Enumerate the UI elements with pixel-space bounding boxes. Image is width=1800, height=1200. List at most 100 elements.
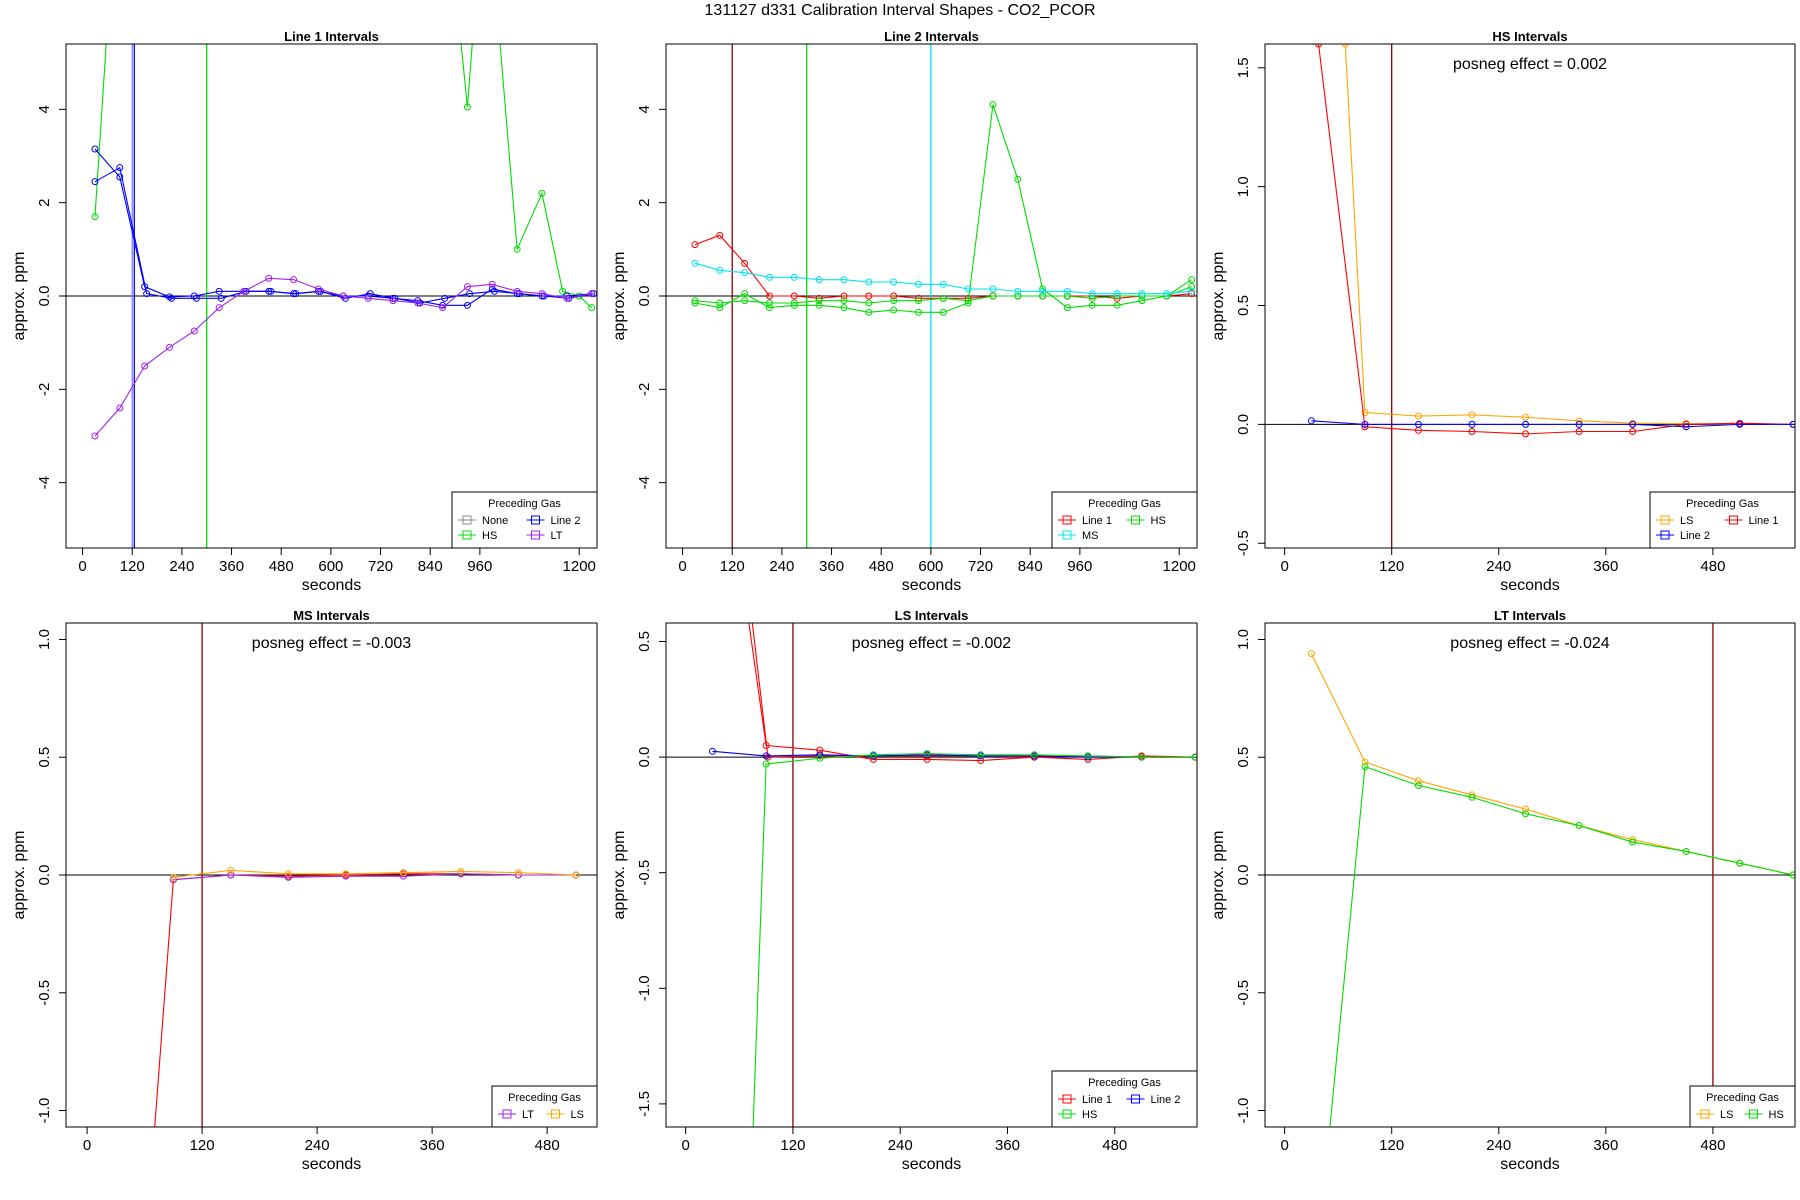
data-point <box>341 294 349 302</box>
x-tick-label: 0 <box>78 558 86 575</box>
data-point <box>1575 417 1583 425</box>
data-point <box>923 750 931 758</box>
data-point <box>514 869 522 877</box>
data-point <box>1522 413 1530 421</box>
x-tick-label: 960 <box>1067 558 1092 575</box>
data-point <box>1629 836 1637 844</box>
data-point <box>1063 287 1071 295</box>
x-tick-label: 600 <box>918 558 943 575</box>
data-point <box>227 866 235 874</box>
legend-item-label: LS <box>571 1109 584 1121</box>
y-tick-label: 4 <box>636 105 653 113</box>
data-point <box>540 292 548 300</box>
x-tick-label: 240 <box>305 1137 330 1154</box>
data-point <box>1522 430 1530 438</box>
data-point <box>1682 420 1690 428</box>
data-point <box>1307 417 1315 425</box>
legend-swatch-marker <box>462 530 472 540</box>
data-point <box>141 362 149 370</box>
data-point <box>890 278 898 286</box>
data-point <box>314 285 322 293</box>
data-point <box>588 290 596 298</box>
legend-swatch-marker <box>1062 515 1072 525</box>
panel-title: LS Intervals <box>895 608 969 623</box>
posneg-annotation: posneg effect = 0.002 <box>1453 56 1607 73</box>
data-point <box>865 308 873 316</box>
legend-item-label: LS <box>1720 1109 1733 1121</box>
data-point <box>559 287 567 295</box>
data-point <box>217 294 225 302</box>
data-point <box>790 301 798 309</box>
series-line <box>173 869 576 878</box>
data-point <box>1088 290 1096 298</box>
data-point <box>456 22 462 28</box>
legend-item-label: Line 2 <box>1151 1094 1181 1106</box>
legend-item-label: MS <box>1082 530 1099 542</box>
panel-title: LT Intervals <box>1494 608 1566 623</box>
data-point <box>1315 44 1323 48</box>
data-point <box>765 299 773 307</box>
plot-area <box>154 866 580 1127</box>
legend-box <box>451 491 598 549</box>
x-tick-label: 240 <box>888 1137 913 1154</box>
data-point <box>790 273 798 281</box>
data-point <box>495 22 501 28</box>
legend-title: Preceding Gas <box>1686 498 1759 510</box>
x-tick-label: 480 <box>869 558 894 575</box>
data-point <box>815 276 823 284</box>
data-point <box>762 752 770 760</box>
plot-frame <box>665 622 1198 1128</box>
data-point <box>765 304 773 312</box>
data-point <box>1063 292 1071 300</box>
data-point <box>1468 793 1476 801</box>
data-point <box>691 299 699 307</box>
x-axis-label: seconds <box>302 1156 362 1173</box>
y-tick-label: -2 <box>636 383 653 396</box>
legend-title: Preceding Gas <box>1088 498 1161 510</box>
data-point <box>1361 420 1369 428</box>
series-line <box>694 234 1192 299</box>
data-point <box>1468 411 1476 419</box>
data-point <box>840 276 848 284</box>
data-point <box>1113 301 1121 309</box>
data-point <box>716 266 724 274</box>
y-tick-label: -0.5 <box>1235 980 1252 1006</box>
data-point <box>1361 758 1369 766</box>
data-point <box>1468 791 1476 799</box>
data-point <box>538 189 546 197</box>
x-tick-label: 480 <box>1102 1137 1127 1154</box>
data-point <box>1113 290 1121 298</box>
series-line <box>94 166 594 304</box>
legend-item-label: Line 2 <box>1680 530 1710 542</box>
data-point <box>1014 287 1022 295</box>
legend-swatch-marker <box>1700 1109 1710 1119</box>
data-point <box>964 299 972 307</box>
data-point <box>716 231 724 239</box>
legend: Preceding Gas LS Line 1 Line 2 <box>1649 491 1796 549</box>
data-point <box>1188 276 1196 284</box>
series-line <box>1311 420 1794 428</box>
data-point <box>342 872 350 880</box>
data-point <box>765 292 773 300</box>
data-point <box>741 297 749 305</box>
data-point <box>1163 292 1171 300</box>
data-point <box>463 283 471 291</box>
plot-area <box>1307 44 1795 438</box>
legend-swatch-marker <box>1660 515 1670 525</box>
x-tick-label: 960 <box>467 558 492 575</box>
series-line <box>94 44 107 217</box>
data-point <box>890 306 898 314</box>
data-point <box>1138 292 1146 300</box>
legend-swatch-marker <box>1729 515 1738 525</box>
data-point <box>342 870 350 878</box>
data-point <box>457 867 465 875</box>
legend-box <box>1689 1085 1796 1128</box>
x-tick-label: 1200 <box>563 558 596 575</box>
data-point <box>691 241 699 249</box>
data-point <box>708 747 716 755</box>
series-line <box>712 750 1196 758</box>
y-tick-label: 0.5 <box>1235 295 1252 316</box>
data-point <box>762 760 770 768</box>
data-point <box>1575 420 1583 428</box>
